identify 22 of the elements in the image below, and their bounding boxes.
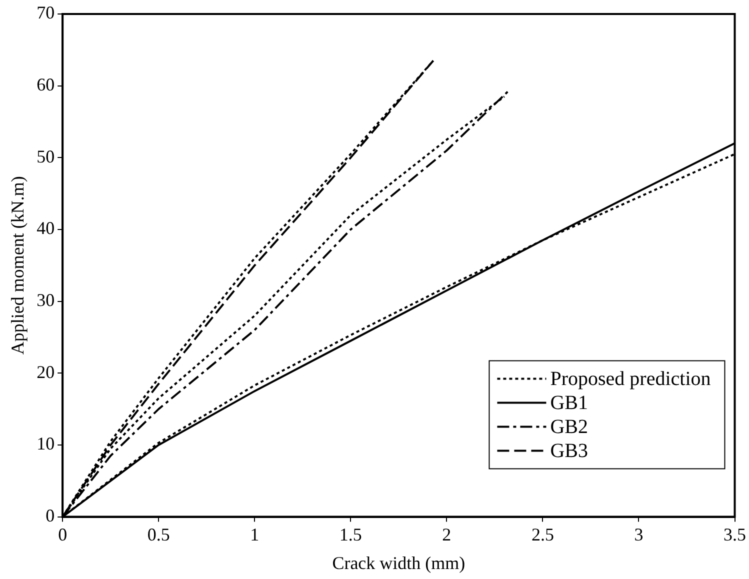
x-tick-label: 3.5 bbox=[724, 524, 746, 544]
x-tick-label: 0 bbox=[58, 524, 68, 544]
x-tick-label: 2 bbox=[442, 524, 452, 544]
legend-label: GB2 bbox=[550, 416, 588, 438]
x-tick-label: 3 bbox=[634, 524, 644, 544]
x-tick-label: 2.5 bbox=[531, 524, 554, 544]
y-tick-label: 50 bbox=[36, 146, 55, 166]
y-tick-label: 20 bbox=[36, 362, 55, 382]
legend-label: GB1 bbox=[550, 392, 588, 414]
legend-label: Proposed prediction bbox=[550, 368, 711, 390]
y-tick-label: 60 bbox=[36, 74, 55, 95]
y-axis-title: Applied moment (kN.m) bbox=[8, 176, 28, 355]
y-tick-label: 0 bbox=[46, 506, 55, 526]
x-tick-label: 0.5 bbox=[147, 524, 170, 544]
y-tick-label: 30 bbox=[36, 290, 55, 310]
x-tick-label: 1 bbox=[250, 524, 260, 544]
legend-label: GB3 bbox=[550, 440, 588, 462]
y-tick-label: 70 bbox=[36, 2, 55, 23]
y-tick-label: 10 bbox=[36, 434, 55, 454]
y-tick-label: 40 bbox=[36, 218, 55, 238]
x-tick-label: 1.5 bbox=[339, 524, 362, 544]
x-axis-title: Crack width (mm) bbox=[332, 552, 466, 573]
